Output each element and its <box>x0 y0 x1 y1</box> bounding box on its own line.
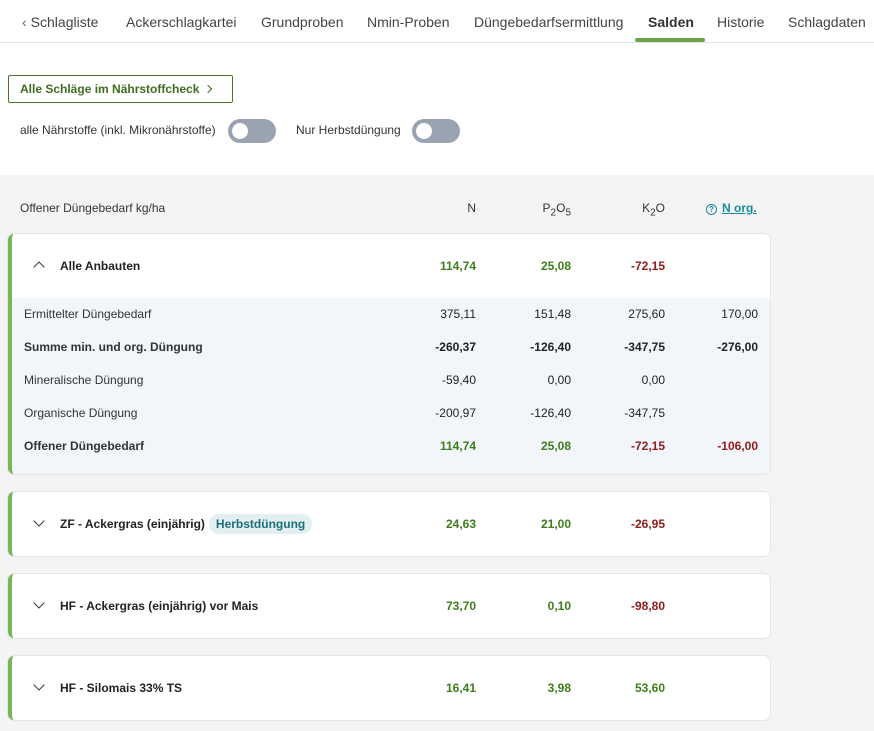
p-subscript: 2 <box>550 207 557 219</box>
balance-table: Offener Düngebedarf kg/ha N P2O5 K2O ? N … <box>0 175 874 731</box>
row-k-value: -347,75 <box>624 406 665 420</box>
crop-card-hf-ackergras[interactable]: HF - Ackergras (einjährig) vor Mais 73,7… <box>8 574 770 638</box>
table-row: Summe min. und org. Düngung -260,37 -126… <box>12 340 770 360</box>
table-header-label: Offener Düngebedarf kg/ha <box>20 201 166 215</box>
card-n-value: 73,70 <box>445 599 476 613</box>
chevron-down-icon[interactable] <box>33 515 45 527</box>
row-norg-value: -106,00 <box>717 439 758 453</box>
k-symbol: K <box>642 201 651 215</box>
card-header[interactable]: Alle Anbauten 114,74 25,08 -72,15 <box>12 234 770 298</box>
tab-bar: ‹ Schlagliste Ackerschlagkartei Grundprob… <box>0 0 874 43</box>
table-row: Organische Düngung -200,97 -126,40 -347,… <box>12 406 770 426</box>
row-label: Offener Düngebedarf <box>24 439 145 453</box>
row-label: Summe min. und org. Düngung <box>24 340 203 354</box>
row-p-value: 0,00 <box>547 373 571 387</box>
card-p-value: 25,08 <box>540 259 571 273</box>
toggle-all-nutrients[interactable] <box>228 119 276 143</box>
chevron-left-icon: ‹ <box>22 14 27 30</box>
crop-card-hf-silomais[interactable]: HF - Silomais 33% TS 16,41 3,98 53,60 <box>8 656 770 720</box>
card-k-value: -26,95 <box>630 517 665 531</box>
card-title: Alle Anbauten <box>60 259 141 273</box>
button-label: Alle Schläge im Nährstoffcheck <box>20 82 200 96</box>
tab-schlagliste[interactable]: ‹ Schlagliste <box>22 14 98 30</box>
table-row: Ermittelter Düngebedarf 375,11 151,48 27… <box>12 307 770 327</box>
autumn-fertilization-badge: Herbstdüngung <box>208 514 313 534</box>
tab-schlagdaten[interactable]: Schlagdaten <box>788 14 866 30</box>
row-norg-value: -276,00 <box>717 340 758 354</box>
o-subscript: 5 <box>565 207 571 219</box>
row-n-value: -200,97 <box>435 406 476 420</box>
k-subscript: 2 <box>650 207 656 219</box>
card-n-value: 114,74 <box>439 259 476 273</box>
chevron-down-icon[interactable] <box>33 597 45 609</box>
chevron-up-icon[interactable] <box>33 261 45 273</box>
table-row: Mineralische Düngung -59,40 0,00 0,00 <box>12 373 770 393</box>
o-symbol: O <box>655 201 665 215</box>
card-n-value: 16,41 <box>445 681 476 695</box>
row-p-value: -126,40 <box>530 340 571 354</box>
card-k-value: -72,15 <box>630 259 665 273</box>
toggle-autumn-label: Nur Herbstdüngung <box>296 123 401 137</box>
tab-label: Schlagliste <box>30 14 99 30</box>
row-label: Organische Düngung <box>24 406 138 420</box>
tab-duengebedarfsermittlung[interactable]: Düngebedarfsermittlung <box>474 14 624 30</box>
chevron-down-icon[interactable] <box>33 679 45 691</box>
column-n-text: N <box>467 201 476 215</box>
card-k-value: 53,60 <box>634 681 665 695</box>
row-norg-value: 170,00 <box>721 307 758 321</box>
card-header[interactable]: HF - Silomais 33% TS 16,41 3,98 53,60 <box>12 656 770 720</box>
crop-card-zf-ackergras[interactable]: ZF - Ackergras (einjährig) Herbstdüngung … <box>8 492 770 556</box>
chevron-right-icon <box>204 84 213 94</box>
tab-nmin-proben[interactable]: Nmin-Proben <box>367 14 450 30</box>
card-title: HF - Silomais 33% TS <box>60 681 183 695</box>
row-k-value: -347,75 <box>624 340 665 354</box>
row-p-value: 25,08 <box>540 439 571 453</box>
table-row: Offener Düngebedarf 114,74 25,08 -72,15 … <box>12 439 770 459</box>
filter-panel: Alle Schläge im Nährstoffcheck alle Nähr… <box>0 44 874 175</box>
column-header-n: N <box>386 201 476 215</box>
all-fields-nutrient-check-button[interactable]: Alle Schläge im Nährstoffcheck <box>8 75 233 103</box>
p-symbol: P <box>542 201 551 215</box>
crop-card-all: Alle Anbauten 114,74 25,08 -72,15 Ermitt… <box>8 234 770 474</box>
card-p-value: 0,10 <box>547 599 571 613</box>
row-n-value: -260,37 <box>435 340 476 354</box>
card-title: HF - Ackergras (einjährig) vor Mais <box>60 599 259 613</box>
card-header[interactable]: ZF - Ackergras (einjährig) Herbstdüngung … <box>12 492 770 556</box>
row-p-value: -126,40 <box>530 406 571 420</box>
column-header-k2o: K2O <box>575 201 665 218</box>
row-k-value: -72,15 <box>630 439 665 453</box>
card-p-value: 21,00 <box>540 517 571 531</box>
norg-link-text: N org. <box>722 201 757 215</box>
tab-historie[interactable]: Historie <box>717 14 765 30</box>
card-detail-table: Ermittelter Düngebedarf 375,11 151,48 27… <box>12 298 770 474</box>
tab-salden[interactable]: Salden <box>648 14 694 30</box>
card-p-value: 3,98 <box>547 681 571 695</box>
tab-ackerschlagkartei[interactable]: Ackerschlagkartei <box>126 14 237 30</box>
tab-grundproben[interactable]: Grundproben <box>261 14 344 30</box>
toggle-knob <box>232 123 248 139</box>
row-label: Mineralische Düngung <box>24 373 144 387</box>
row-n-value: 375,11 <box>440 307 476 321</box>
row-label: Ermittelter Düngebedarf <box>24 307 152 321</box>
column-header-p2o5: P2O5 <box>481 201 571 218</box>
toggle-autumn-fertilization[interactable] <box>412 119 460 143</box>
o-symbol: O <box>556 201 566 215</box>
card-title-text: ZF - Ackergras (einjährig) <box>60 517 205 531</box>
row-k-value: 275,60 <box>628 307 665 321</box>
card-header[interactable]: HF - Ackergras (einjährig) vor Mais 73,7… <box>12 574 770 638</box>
active-tab-indicator <box>635 38 705 42</box>
card-k-value: -98,80 <box>630 599 665 613</box>
row-n-value: 114,74 <box>439 439 476 453</box>
norg-help-link[interactable]: ? N org. <box>706 201 757 215</box>
row-p-value: 151,48 <box>534 307 571 321</box>
card-n-value: 24,63 <box>445 517 476 531</box>
row-n-value: -59,40 <box>441 373 476 387</box>
row-k-value: 0,00 <box>641 373 665 387</box>
card-title: ZF - Ackergras (einjährig) Herbstdüngung <box>60 514 313 534</box>
toggle-all-nutrients-label: alle Nährstoffe (inkl. Mikronährstoffe) <box>20 123 216 137</box>
toggle-knob <box>416 123 432 139</box>
help-circle-icon: ? <box>706 204 717 215</box>
